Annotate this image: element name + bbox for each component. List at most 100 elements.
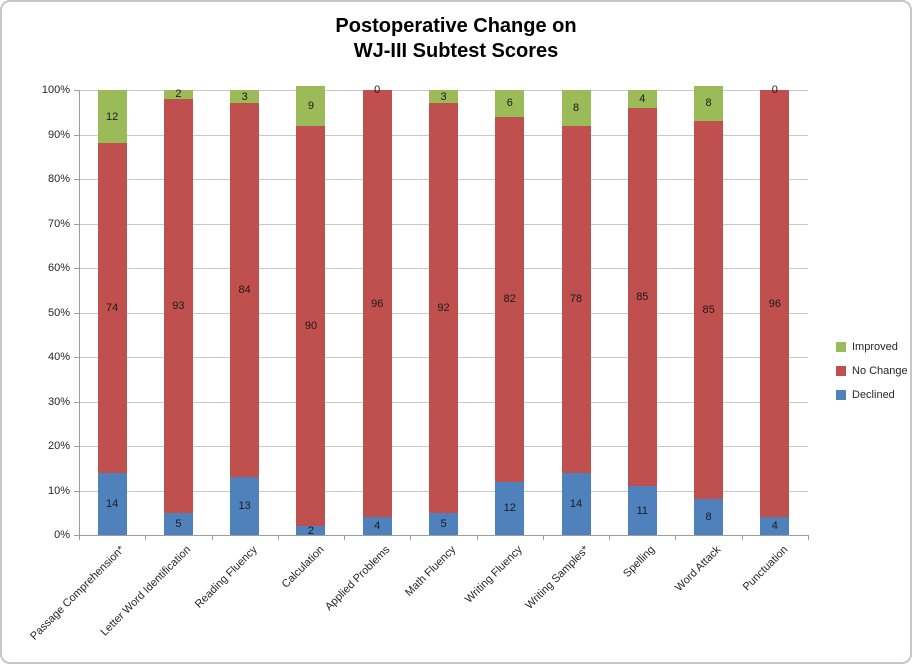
bar-segment-improved [495, 90, 525, 117]
x-axis-category-label: Calculation [279, 543, 327, 591]
bar-segment-no-change [627, 107, 657, 487]
bar-segment-declined [760, 517, 790, 535]
x-axis-tick-mark [476, 535, 478, 540]
y-axis-tick-label: 20% [47, 440, 70, 452]
bar-segment-declined [296, 526, 326, 535]
bar-segment-no-change [760, 90, 790, 518]
bar-segment-no-change [230, 103, 260, 478]
y-axis-tick-label: 50% [47, 306, 70, 319]
bar-segment-improved [230, 90, 260, 104]
bar-segment-no-change [561, 125, 591, 473]
segment-value-label: 74 [106, 302, 119, 315]
segment-value-label: 85 [636, 290, 649, 303]
y-axis-tick-mark [74, 223, 79, 225]
legend-swatch [836, 342, 846, 352]
x-axis-tick-mark [808, 535, 809, 540]
y-axis-tick-mark [74, 490, 79, 492]
x-axis-category-label: Writing Fluency [463, 543, 525, 606]
bar-segment-no-change [163, 98, 193, 513]
segment-value-label: 14 [106, 497, 119, 510]
segment-value-label: 0 [771, 84, 778, 96]
segment-value-label: 85 [702, 304, 715, 317]
bar-segment-improved [429, 90, 458, 104]
bar-segment-declined [429, 512, 458, 535]
x-axis-tick-mark [542, 535, 544, 540]
segment-value-label: 4 [374, 520, 381, 533]
segment-value-label: 4 [639, 92, 646, 105]
segment-value-label: 9 [307, 99, 315, 112]
segment-value-label: 4 [771, 520, 778, 533]
bar-segment-declined [97, 472, 127, 535]
x-axis-category-label: Punctuation [740, 543, 791, 594]
bar-segment-declined [163, 512, 193, 535]
x-axis-category-label: Reading Fluency [193, 543, 260, 611]
x-axis-category-label: Applied Problems [322, 543, 393, 614]
segment-value-label: 2 [175, 88, 182, 101]
segment-value-label: 84 [238, 284, 251, 297]
segment-value-label: 8 [705, 97, 712, 110]
y-axis-tick-label: 30% [47, 395, 70, 408]
y-axis-tick-mark [74, 357, 79, 358]
segment-value-label: 12 [106, 110, 119, 123]
bar-segment-declined [694, 499, 724, 535]
bar-segment-no-change [296, 125, 326, 527]
y-axis-tick-mark [74, 90, 79, 91]
x-axis-tick-mark [609, 535, 611, 540]
segment-value-label: 14 [569, 497, 583, 510]
legend-label: Improved [852, 341, 898, 353]
x-axis-tick-mark [741, 535, 743, 540]
y-axis-tick-label: 80% [47, 173, 70, 185]
segment-value-label: 3 [241, 90, 248, 103]
x-axis-category-label: Writing Samples* [523, 543, 592, 612]
bar-segment-no-change [362, 90, 392, 518]
y-axis-tick-mark [74, 312, 79, 314]
chart-legend: Improved No Change Declined [836, 335, 908, 407]
segment-value-label: 82 [503, 293, 516, 306]
y-axis-tick-label: 40% [47, 351, 70, 363]
segment-value-label: 8 [705, 511, 712, 524]
x-axis-tick-mark [410, 535, 412, 540]
bar-segment-improved [561, 90, 591, 126]
y-axis-tick-label: 70% [47, 217, 70, 230]
y-axis-tick-mark [74, 446, 79, 447]
bar-segment-declined [230, 477, 260, 535]
legend-item-declined: Declined [836, 383, 908, 407]
legend-label: No Change [852, 365, 908, 377]
segment-value-label: 93 [172, 299, 185, 312]
segment-value-label: 96 [371, 297, 384, 310]
x-axis-category-label: Word Attack [673, 543, 724, 594]
x-axis-tick-mark [675, 535, 677, 540]
bar-segment-improved [163, 90, 193, 99]
x-axis-category-label: Math Fluency [403, 543, 459, 599]
legend-swatch [836, 366, 846, 376]
y-axis-tick-label: 90% [47, 128, 70, 141]
bar-segment-declined [627, 486, 657, 535]
bar-segment-no-change [495, 116, 525, 482]
y-axis-line [79, 90, 80, 536]
legend-swatch [836, 390, 846, 400]
segment-value-label: 6 [506, 97, 513, 110]
segment-value-label: 5 [175, 517, 182, 530]
segment-value-label: 13 [238, 500, 251, 513]
x-axis-category-label: Spelling [621, 543, 658, 580]
legend-item-improved: Improved [836, 335, 908, 359]
segment-value-label: 11 [636, 504, 649, 517]
legend-label: Declined [852, 389, 895, 401]
x-axis-tick-mark [211, 535, 213, 540]
segment-value-label: 8 [572, 101, 580, 114]
segment-value-label: 5 [440, 517, 447, 530]
x-axis-tick-mark [344, 535, 346, 540]
x-axis-tick-mark [277, 535, 279, 540]
segment-value-label: 90 [304, 319, 318, 332]
y-axis-tick-label: 60% [47, 262, 70, 274]
x-axis-tick-mark [79, 535, 80, 540]
bar-segment-no-change [429, 103, 458, 513]
y-axis-tick-label: 10% [47, 484, 70, 497]
bar-segment-improved [627, 90, 657, 108]
segment-value-label: 12 [503, 502, 516, 515]
y-axis-tick-label: 0% [54, 529, 70, 541]
chart-title-line2: WJ-III Subtest Scores [353, 40, 559, 62]
y-axis-tick-mark [74, 179, 79, 180]
bar-segment-improved [97, 90, 127, 144]
